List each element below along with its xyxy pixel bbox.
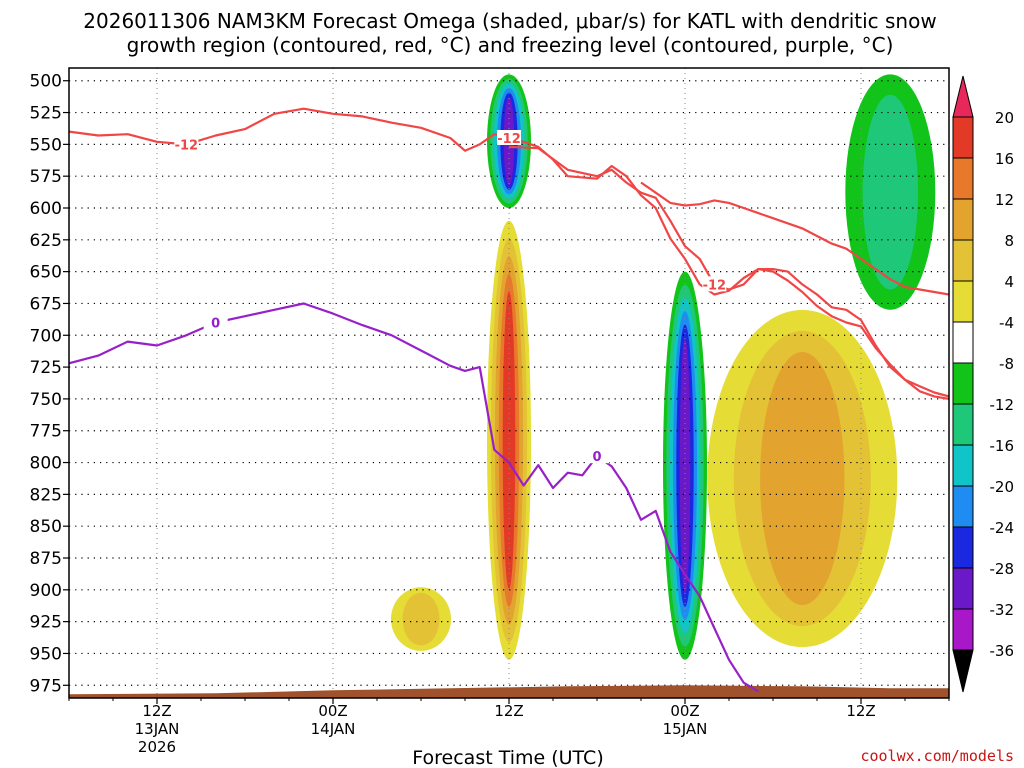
chart-title-line2: growth region (contoured, red, °C) and f…	[127, 33, 894, 57]
colorbar-label: -8	[999, 355, 1014, 373]
colorbar-bottom-arrow	[952, 649, 974, 693]
y-tick-label: 650	[30, 263, 62, 283]
contour-label-1: -12	[497, 132, 521, 147]
colorbar-top-arrow	[952, 75, 974, 118]
x-tick-year: 2026	[138, 738, 176, 756]
y-tick-label: 675	[30, 294, 62, 314]
colorbar-label: 4	[1004, 273, 1014, 291]
y-tick-label: 850	[30, 517, 62, 537]
colorbar-label: -12	[990, 396, 1015, 414]
colorbar-bin	[952, 362, 974, 405]
colorbar-bin	[952, 485, 974, 528]
contour-label-bg	[585, 448, 609, 464]
colorbar-bin	[952, 116, 974, 159]
colorbar-label: 12	[995, 191, 1014, 209]
colorbar-label: 16	[995, 150, 1014, 168]
colorbar-label: -28	[990, 560, 1015, 578]
y-tick-label: 575	[30, 167, 62, 187]
colorbar-label: 8	[1004, 232, 1014, 250]
contour-label-bg	[203, 314, 228, 330]
omega-region-1-level-4	[502, 291, 516, 590]
y-tick-label: 950	[30, 644, 62, 664]
contour-line-3	[69, 302, 759, 693]
x-tick-label: 00Z	[670, 702, 699, 720]
colorbar-bin	[952, 403, 974, 446]
colorbar-label: -36	[990, 642, 1015, 660]
x-tick-label: 00Z	[318, 702, 347, 720]
y-tick-label: 925	[30, 613, 62, 633]
y-tick-label: 625	[30, 231, 62, 251]
y-tick-label: 775	[30, 422, 62, 442]
terrain-surface	[69, 685, 949, 698]
x-tick-label: 12Z	[846, 702, 875, 720]
x-tick-label: 12Z	[494, 702, 523, 720]
x-tick-sublabel: 13JAN	[135, 720, 180, 738]
y-tick-label: 600	[30, 199, 62, 219]
y-tick-label: 975	[30, 676, 62, 696]
y-tick-label: 800	[30, 454, 62, 474]
colorbar-label: -16	[990, 437, 1015, 455]
omega-region-3-level-2	[760, 352, 845, 605]
omega-region-5-level-1	[402, 592, 440, 646]
colorbar-bin	[952, 608, 974, 651]
colorbar-label: -32	[990, 601, 1015, 619]
x-axis-label: Forecast Time (UTC)	[412, 747, 603, 768]
colorbar-label: -20	[990, 478, 1015, 496]
y-tick-label: 550	[30, 135, 62, 155]
colorbar-label: 20	[995, 109, 1014, 127]
y-tick-label: 875	[30, 549, 62, 569]
x-tick-label: 12Z	[142, 702, 171, 720]
y-tick-label: 725	[30, 358, 62, 378]
y-tick-label: 825	[30, 485, 62, 505]
y-tick-label: 500	[30, 72, 62, 92]
x-tick-sublabel: 15JAN	[663, 720, 708, 738]
colorbar-label: -24	[990, 519, 1015, 537]
y-tick-label: 700	[30, 326, 62, 346]
contour-label-4: 0	[592, 450, 601, 465]
colorbar-label: -4	[999, 314, 1014, 332]
colorbar-bin	[952, 157, 974, 200]
chart-title-line1: 2026011306 NAM3KM Forecast Omega (shaded…	[83, 9, 936, 33]
contour-line-1	[508, 145, 949, 400]
contour-label-bg	[174, 136, 199, 152]
contour-label-bg	[702, 276, 727, 292]
y-tick-label: 750	[30, 390, 62, 410]
contour-line-2	[640, 181, 949, 296]
contour-label-bg	[497, 130, 521, 145]
contour-label-0: -12	[175, 138, 199, 153]
colorbar-bin	[952, 567, 974, 610]
y-tick-label: 900	[30, 581, 62, 601]
contour-line-0	[69, 107, 949, 398]
y-tick-label: 525	[30, 104, 62, 124]
contour-label-3: 0	[211, 317, 220, 332]
colorbar-bin	[952, 526, 974, 569]
omega-region-4-level-1	[862, 94, 918, 290]
x-tick-sublabel: 14JAN	[311, 720, 356, 738]
colorbar-bin	[952, 280, 974, 323]
colorbar-bin	[952, 444, 974, 487]
colorbar-bin	[952, 198, 974, 241]
colorbar-bin	[952, 239, 974, 282]
colorbar-bin	[952, 321, 974, 364]
credit-text: coolwx.com/models	[860, 747, 1014, 765]
omega-region-2-level-5	[679, 337, 691, 594]
contour-label-2: -12	[703, 278, 727, 293]
